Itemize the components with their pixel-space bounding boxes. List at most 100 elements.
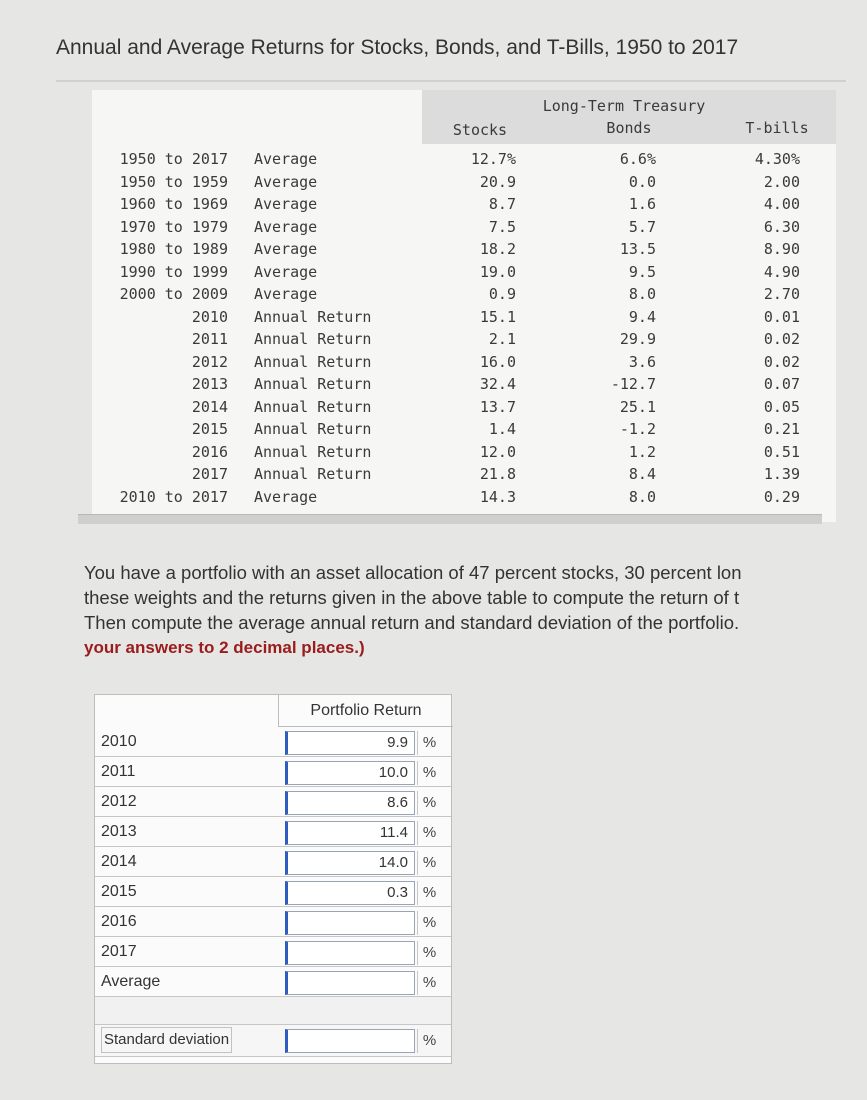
return-input-2017[interactable]: [285, 941, 415, 965]
cell-tbills: 0.02: [763, 330, 800, 348]
cell-period: 1990 to 1999: [119, 262, 228, 281]
answer-row-2015: 2015 0.3%: [95, 877, 451, 907]
cell-stocks: 13.7: [479, 397, 516, 416]
cell-tbills: 2.70: [763, 285, 800, 303]
cell-period: 2017: [191, 465, 228, 483]
cell-bonds: 1.2: [628, 442, 656, 461]
table-row: 2010 Annual Return 15.1 9.4 0.01: [92, 306, 836, 328]
cell-tbills: 0.02: [763, 352, 800, 371]
cell-stocks: 32.4: [479, 375, 516, 393]
return-input-average[interactable]: [285, 971, 415, 995]
cell-stocks: 14.3: [479, 487, 516, 506]
header-tbills: T-bills: [745, 119, 809, 137]
cell-bonds: 9.5: [628, 262, 656, 281]
table-row: 1960 to 1969 Average 8.7 1.6 4.00: [92, 193, 836, 215]
percent-sign: %: [417, 941, 441, 965]
cell-period: 2010: [191, 307, 228, 326]
table-row: 2011 Annual Return 2.1 29.9 0.02: [92, 328, 836, 350]
cell-tbills: 0.05: [763, 397, 800, 416]
answer-row-2012: 2012 8.6%: [95, 787, 451, 817]
answer-row-2010: 2010 9.9%: [95, 727, 451, 757]
question-line-3: Then compute the average annual return a…: [84, 612, 740, 633]
cell-period: 2011: [191, 330, 228, 348]
cell-bonds: 6.6%: [619, 150, 656, 168]
cell-period: 1960 to 1969: [119, 195, 228, 213]
percent-sign: %: [417, 791, 441, 815]
table-row: 2010 to 2017 Average 14.3 8.0 0.29: [92, 486, 836, 508]
cell-type: Average: [254, 217, 318, 236]
header-bonds-line1: Long-Term Treasury: [542, 97, 706, 115]
portfolio-return-header: Portfolio Return: [278, 695, 453, 727]
cell-period: 1970 to 1979: [119, 217, 228, 236]
cell-period: 2014: [191, 397, 228, 416]
header-bonds-line2: Bonds: [606, 119, 652, 137]
percent-sign: %: [417, 821, 441, 845]
percent-sign: %: [417, 1029, 441, 1053]
title-divider: [56, 80, 846, 82]
answer-label: 2011: [101, 763, 136, 780]
cell-stocks: 19.0: [479, 262, 516, 281]
answer-label: 2010: [101, 733, 137, 750]
cell-bonds: 5.7: [628, 217, 656, 236]
return-input-2014[interactable]: 14.0: [285, 851, 415, 875]
return-input-2011[interactable]: 10.0: [285, 761, 415, 785]
table-row: 2015 Annual Return 1.4 -1.2 0.21: [92, 418, 836, 440]
cell-type: Average: [254, 172, 318, 191]
percent-sign: %: [417, 911, 441, 935]
answer-row-2016: 2016%: [95, 907, 451, 937]
cell-stocks: 7.5: [488, 217, 516, 236]
table-row: 1950 to 1959 Average 20.9 0.0 2.00: [92, 171, 836, 193]
table-row: 1990 to 1999 Average 19.0 9.5 4.90: [92, 261, 836, 283]
percent-sign: %: [417, 851, 441, 875]
return-input-2010[interactable]: 9.9: [285, 731, 415, 755]
question-text: You have a portfolio with an asset alloc…: [84, 560, 867, 660]
return-input-2012[interactable]: 8.6: [285, 791, 415, 815]
table-bottom-bar: [78, 514, 822, 524]
cell-stocks: 0.9: [488, 285, 516, 303]
cell-bonds: 13.5: [619, 240, 656, 258]
cell-bonds: -12.7: [610, 375, 656, 393]
return-input-2015[interactable]: 0.3: [285, 881, 415, 905]
table-row: 2014 Annual Return 13.7 25.1 0.05: [92, 396, 836, 418]
cell-bonds: -1.2: [619, 420, 656, 438]
cell-tbills: 0.21: [763, 420, 800, 438]
cell-bonds: 25.1: [619, 397, 656, 416]
answer-row-2014: 2014 14.0%: [95, 847, 451, 877]
cell-type: Average: [254, 240, 318, 258]
std-dev-input[interactable]: [285, 1029, 415, 1053]
cell-type: Average: [254, 285, 318, 303]
cell-tbills: 8.90: [763, 240, 800, 258]
percent-sign: %: [417, 731, 441, 755]
return-input-2016[interactable]: [285, 911, 415, 935]
answer-row-std-dev: Standard deviation%: [95, 1025, 451, 1057]
table-row: 1950 to 2017 Average 12.7% 6.6% 4.30%: [92, 148, 836, 170]
std-dev-label: Standard deviation: [101, 1027, 233, 1053]
answer-label: 2014: [101, 853, 137, 870]
table-row: 2017 Annual Return 21.8 8.4 1.39: [92, 463, 836, 485]
cell-period: 1950 to 1959: [119, 172, 228, 191]
cell-tbills: 0.51: [763, 442, 800, 461]
cell-tbills: 4.30%: [754, 150, 800, 168]
cell-stocks: 20.9: [479, 172, 516, 191]
cell-period: 2015: [191, 420, 228, 438]
page-title: Annual and Average Returns for Stocks, B…: [56, 36, 739, 59]
return-input-2013[interactable]: 11.4: [285, 821, 415, 845]
cell-tbills: 6.30: [763, 217, 800, 236]
percent-sign: %: [417, 881, 441, 905]
answer-label: 2013: [101, 823, 137, 840]
answer-label: 2012: [101, 793, 137, 810]
table-row: 1970 to 1979 Average 7.5 5.7 6.30: [92, 216, 836, 238]
cell-period: 2012: [191, 352, 228, 371]
spacer-row: [95, 997, 451, 1025]
cell-type: Average: [254, 487, 318, 506]
cell-tbills: 0.01: [763, 307, 800, 326]
table-row: 1980 to 1989 Average 18.2 13.5 8.90: [92, 238, 836, 260]
cell-tbills: 2.00: [763, 172, 800, 191]
cell-stocks: 18.2: [479, 240, 516, 258]
cell-tbills: 0.29: [763, 487, 800, 506]
header-stocks: Stocks: [452, 121, 508, 139]
answer-row-average: Average%: [95, 967, 451, 997]
cell-bonds: 29.9: [619, 330, 656, 348]
cell-type: Annual Return: [254, 442, 372, 461]
answer-label: Average: [101, 973, 161, 990]
